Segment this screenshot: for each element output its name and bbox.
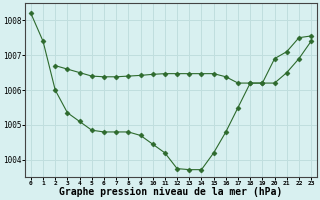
X-axis label: Graphe pression niveau de la mer (hPa): Graphe pression niveau de la mer (hPa) xyxy=(60,187,283,197)
